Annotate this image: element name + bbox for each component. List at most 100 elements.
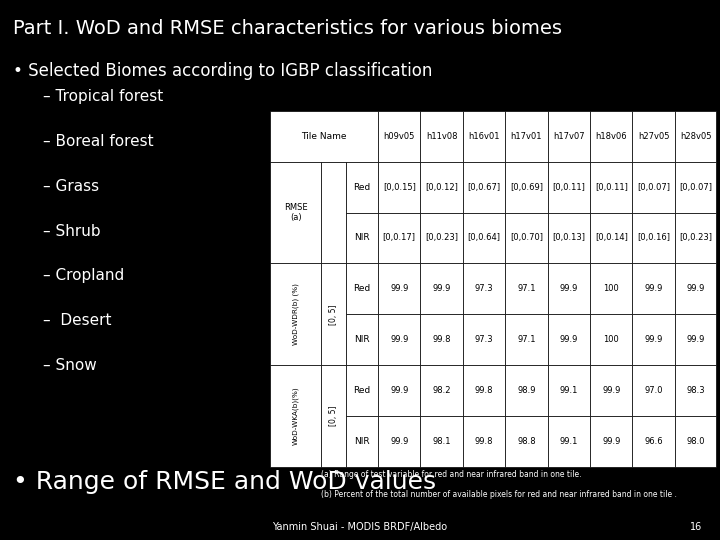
Text: 97.0: 97.0 (644, 386, 663, 395)
Text: [0,0.69]: [0,0.69] (510, 183, 543, 192)
Bar (675, 213, 716, 264)
Bar (675, 365, 716, 416)
Text: 97.1: 97.1 (517, 335, 536, 345)
Text: Tile Name: Tile Name (301, 132, 347, 140)
Bar (548, 416, 590, 467)
Bar (675, 416, 716, 467)
Bar (420, 314, 463, 365)
Text: Yanmin Shuai - MODIS BRDF/Albedo: Yanmin Shuai - MODIS BRDF/Albedo (272, 522, 448, 532)
Bar (346, 416, 378, 467)
Text: h16v01: h16v01 (468, 132, 500, 140)
Text: – Grass: – Grass (43, 179, 99, 194)
Bar (463, 416, 505, 467)
Text: – Shrub: – Shrub (43, 224, 101, 239)
Text: (b) Percent of the total number of available pixels for red and near infrared ba: (b) Percent of the total number of avail… (321, 490, 678, 500)
Bar (270, 264, 321, 365)
Text: 99.9: 99.9 (602, 437, 621, 446)
Text: 99.9: 99.9 (559, 335, 578, 345)
Bar (548, 314, 590, 365)
Text: 100: 100 (603, 285, 619, 293)
Text: [0,0.15]: [0,0.15] (383, 183, 415, 192)
Bar (505, 365, 548, 416)
Bar (505, 314, 548, 365)
Text: [0,0.23]: [0,0.23] (425, 233, 458, 242)
Text: h27v05: h27v05 (638, 132, 670, 140)
Text: [0,0.11]: [0,0.11] (595, 183, 628, 192)
Bar (675, 161, 716, 213)
Bar (632, 264, 675, 314)
Text: –  Desert: – Desert (43, 313, 112, 328)
Text: [0,0.13]: [0,0.13] (552, 233, 585, 242)
Bar (346, 365, 378, 416)
Bar (590, 111, 632, 161)
Text: – Snow: – Snow (43, 358, 97, 373)
Bar (590, 264, 632, 314)
Bar (548, 111, 590, 161)
Text: h18v06: h18v06 (595, 132, 627, 140)
Bar (548, 264, 590, 314)
Bar (378, 365, 420, 416)
Text: [0,0.07]: [0,0.07] (679, 183, 712, 192)
Bar (632, 213, 675, 264)
Text: 98.3: 98.3 (686, 386, 705, 395)
Bar (505, 161, 548, 213)
Bar (590, 161, 632, 213)
Text: h09v05: h09v05 (384, 132, 415, 140)
Text: [0,0.16]: [0,0.16] (637, 233, 670, 242)
Bar (463, 111, 505, 161)
Text: 99.9: 99.9 (559, 285, 578, 293)
Bar (270, 111, 378, 161)
Text: 99.9: 99.9 (390, 285, 408, 293)
Bar (420, 111, 463, 161)
Bar (378, 416, 420, 467)
Bar (632, 111, 675, 161)
Text: • Selected Biomes according to IGBP classification: • Selected Biomes according to IGBP clas… (13, 62, 432, 80)
Bar (590, 365, 632, 416)
Text: NIR: NIR (354, 233, 370, 242)
Text: 99.9: 99.9 (686, 335, 705, 345)
Text: (a) Range of test variable for red and near infrared band in one tile.: (a) Range of test variable for red and n… (321, 470, 582, 479)
Bar (632, 365, 675, 416)
Text: 16: 16 (690, 522, 702, 532)
Text: [0,0.17]: [0,0.17] (383, 233, 415, 242)
Text: [0,0.07]: [0,0.07] (637, 183, 670, 192)
Text: WoD-WDR(b) (%): WoD-WDR(b) (%) (292, 284, 299, 345)
Bar (420, 416, 463, 467)
Bar (463, 365, 505, 416)
Bar (346, 264, 378, 314)
Bar (590, 213, 632, 264)
Text: – Boreal forest: – Boreal forest (43, 134, 154, 149)
Text: 97.3: 97.3 (474, 285, 493, 293)
Text: h28v05: h28v05 (680, 132, 711, 140)
Text: 98.9: 98.9 (517, 386, 536, 395)
Text: WoD-WKA(b)(%): WoD-WKA(b)(%) (292, 387, 299, 446)
Text: [0,0.12]: [0,0.12] (426, 183, 458, 192)
Bar (420, 161, 463, 213)
Bar (463, 213, 505, 264)
Text: Part I. WoD and RMSE characteristics for various biomes: Part I. WoD and RMSE characteristics for… (13, 19, 562, 38)
Text: 99.1: 99.1 (559, 437, 578, 446)
Bar (505, 111, 548, 161)
Bar (321, 365, 346, 467)
Text: 98.1: 98.1 (433, 437, 451, 446)
Bar (548, 365, 590, 416)
Bar (675, 264, 716, 314)
Bar (632, 416, 675, 467)
Text: [0,0.14]: [0,0.14] (595, 233, 628, 242)
Bar (548, 161, 590, 213)
Text: 96.6: 96.6 (644, 437, 663, 446)
Bar (632, 161, 675, 213)
Text: h11v08: h11v08 (426, 132, 457, 140)
Bar (548, 213, 590, 264)
Bar (346, 314, 378, 365)
Bar (463, 314, 505, 365)
Text: [0,0.11]: [0,0.11] (552, 183, 585, 192)
Bar (675, 314, 716, 365)
Text: [0,0.70]: [0,0.70] (510, 233, 543, 242)
Text: RMSE
(a): RMSE (a) (284, 203, 307, 222)
Bar (270, 161, 321, 264)
Text: 99.9: 99.9 (602, 386, 621, 395)
Bar (378, 213, 420, 264)
Text: 99.9: 99.9 (686, 285, 705, 293)
Text: 99.8: 99.8 (433, 335, 451, 345)
